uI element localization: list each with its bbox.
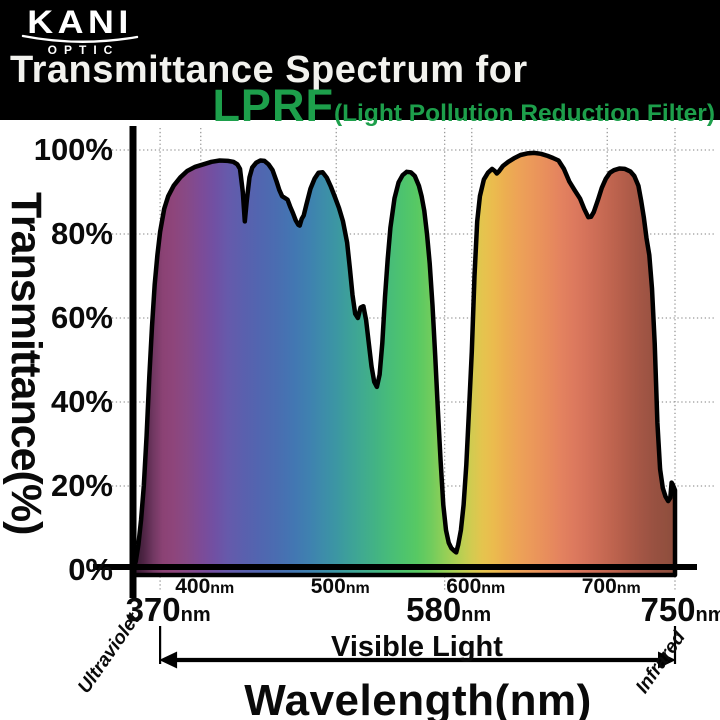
tick-unit: nm [695,604,720,626]
tick-value: 580 [406,591,462,628]
y-tick-label: 80% [50,216,113,251]
x-tick-label-minor: 400nm [175,575,234,599]
y-tick-label: 60% [50,300,113,335]
y-tick-label: 0% [68,552,113,587]
y-tick-label: 100% [33,132,113,167]
x-tick-label-major: 750nm [640,591,720,629]
plot-svg [93,126,714,669]
y-axis-title: Transmittance(%) [2,192,50,535]
x-tick-label-minor: 600nm [446,575,505,599]
x-tick-label-major: 370nm [126,591,211,629]
tick-unit: nm [616,580,641,597]
logo-subtext: OPTIC [47,43,120,57]
tick-unit: nm [345,580,370,597]
x-tick-label-minor: 500nm [311,575,370,599]
x-tick-label-minor: 700nm [582,575,641,599]
header: KANI OPTIC Transmittance Spectrum for LP… [0,0,720,131]
product-title: LPRF (Light Pollution Reduction Filter) [212,80,715,132]
tick-unit: nm [481,580,506,597]
logo-brand-text: KANI [27,4,133,40]
tick-value: 700 [581,575,617,598]
spectrum-chart: Transmittance(%) 100% 80% 60% 40% 20% 0% 400n… [0,120,720,720]
product-name: LPRF [212,80,334,131]
tick-value: 370 [125,591,181,628]
x-tick-label-major: 580nm [406,591,491,629]
kani-logo: KANI OPTIC [20,6,140,57]
tick-unit: nm [461,604,492,626]
arrowhead-right [658,651,676,669]
arrowhead-left [159,651,178,669]
x-axis-title: Wavelength(nm) [244,676,592,720]
y-tick-label: 20% [50,468,113,503]
tick-value: 400 [175,575,211,598]
page-title: Transmittance Spectrum for [10,49,528,91]
tick-value: 600 [446,575,482,598]
y-tick-label: 40% [50,384,113,419]
logo-swoosh-icon [21,34,139,43]
spectrum-area [130,150,678,578]
product-description: (Light Pollution Reduction Filter) [333,100,715,127]
visible-light-label: Visible Light [331,631,503,663]
tick-value: 750 [640,591,696,628]
tick-unit: nm [210,580,235,597]
tick-value: 500 [310,575,346,598]
tick-unit: nm [180,604,211,626]
